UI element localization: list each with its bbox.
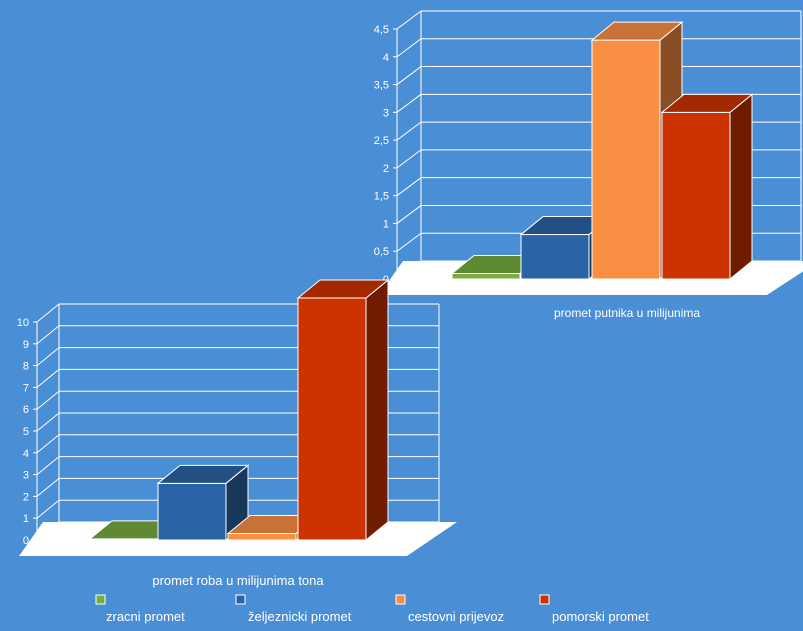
y-tick-label: 8: [23, 361, 29, 373]
bar: [661, 111, 731, 280]
y-tick-label: 3: [383, 107, 389, 119]
y-tick-label: 1: [23, 513, 29, 525]
gridline-side: [36, 303, 60, 323]
passenger-chart-walls: [396, 11, 802, 279]
y-tick-label: 7: [23, 382, 29, 394]
bar: [451, 272, 521, 280]
bar-top: [296, 279, 390, 299]
bar: [520, 234, 590, 280]
y-tick-label: 6: [23, 404, 29, 416]
gridline-side: [36, 347, 60, 366]
passenger-chart-y-ticks: 00,511,522,533,544,5: [374, 24, 389, 286]
gridline-side: [396, 149, 422, 169]
gridline-side: [396, 93, 422, 113]
legend-swatch: [95, 594, 106, 605]
legend-label: zracni promet: [106, 609, 185, 624]
passenger-chart-category-label: promet putnika u milijunima: [554, 306, 700, 320]
gridline-side: [396, 10, 422, 30]
goods-chart-bars: [88, 278, 390, 542]
bar-top: [660, 93, 754, 113]
y-tick-label: 4: [23, 448, 29, 460]
legend-label: cestovni prijevoz: [408, 609, 504, 624]
y-tick-label: 2: [383, 163, 389, 175]
gridline-side: [36, 390, 60, 410]
y-tick-label: 2,5: [374, 135, 389, 147]
bar: [227, 532, 297, 541]
gridline-side: [396, 232, 422, 252]
legend-swatch: [539, 594, 550, 605]
bar-side: [729, 93, 753, 281]
gridline-side: [396, 121, 422, 141]
y-tick-label: 1: [383, 218, 389, 230]
bar-top: [156, 464, 250, 484]
y-tick-label: 4,5: [374, 24, 389, 36]
gridline-side: [36, 478, 60, 497]
gridline-side: [36, 412, 60, 432]
y-tick-label: 3: [23, 470, 29, 482]
y-tick-label: 5: [23, 426, 29, 438]
y-tick-label: 0,5: [374, 246, 389, 258]
bar: [157, 482, 227, 541]
y-tick-label: 9: [23, 339, 29, 351]
gridline-side: [396, 66, 422, 85]
passenger-chart: 00,511,522,533,544,5 promet putnika u mi…: [374, 10, 803, 320]
legend: zracni promet željeznicki promet cestovni …: [95, 594, 649, 624]
bar-top: [590, 21, 684, 41]
gridline-side: [396, 38, 422, 58]
bar-side: [365, 278, 389, 542]
passenger-chart-bars: [450, 21, 754, 281]
bar: [297, 297, 367, 541]
goods-chart-category-label: promet roba u milijunima tona: [152, 573, 324, 588]
y-tick-label: 4: [383, 52, 389, 64]
legend-swatch: [235, 594, 246, 605]
bar: [591, 39, 661, 280]
y-tick-label: 1,5: [374, 191, 389, 203]
legend-swatch: [395, 594, 406, 605]
gridline-side: [396, 205, 422, 224]
goods-chart: 0 1 2 3 4 5 6 7 8 9 10 promet roba u milijunima to…: [17, 278, 457, 588]
gridline-side: [36, 456, 60, 475]
gridline-side: [36, 434, 60, 454]
y-tick-label: 10: [17, 317, 29, 329]
legend-label: željeznicki promet: [248, 609, 352, 624]
gridline-side: [36, 369, 60, 388]
legend-label: pomorski promet: [552, 609, 649, 624]
gridline-side: [36, 325, 60, 345]
y-tick-label: 2: [23, 491, 29, 503]
y-tick-label: 3,5: [374, 80, 389, 92]
y-tick-label: 0: [23, 535, 29, 547]
gridline-side: [396, 177, 422, 197]
goods-chart-gridlines: [33, 303, 439, 541]
goods-chart-y-ticks: 0 1 2 3 4 5 6 7 8 9 10: [17, 317, 29, 547]
gridline-side: [36, 499, 60, 519]
